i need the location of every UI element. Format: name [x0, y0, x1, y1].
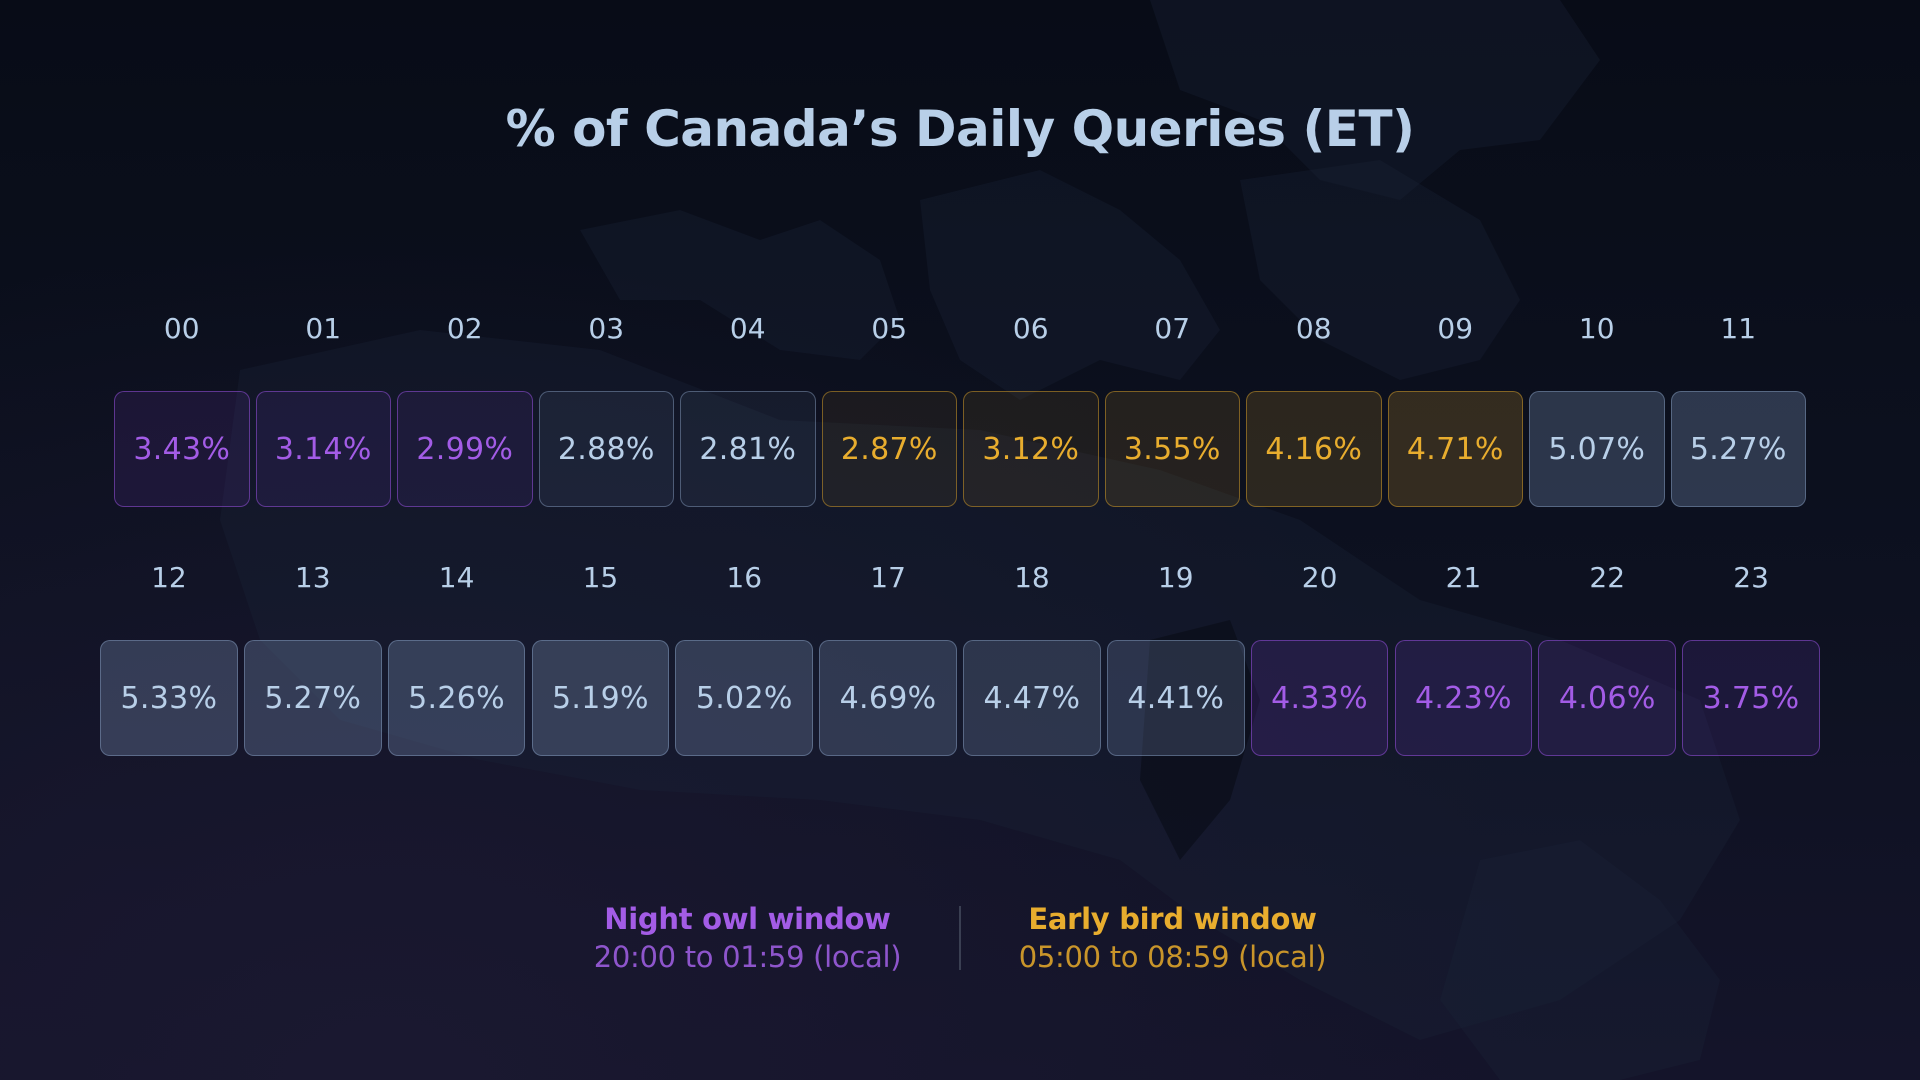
legend-night-owl-range: 20:00 to 01:59 (local)	[593, 940, 902, 974]
value-label-09: 4.71%	[1406, 431, 1504, 467]
value-cell-18: 4.47%	[963, 640, 1101, 756]
value-label-21: 4.23%	[1415, 680, 1512, 716]
hour-label-00: 00	[163, 312, 200, 345]
value-cell-19: 4.41%	[1106, 640, 1245, 756]
value-label-07: 3.55%	[1123, 431, 1221, 467]
legend-early-bird-title: Early bird window	[1028, 902, 1317, 936]
value-cell-14: 5.26%	[387, 640, 526, 756]
value-cell-12: 5.33%	[100, 640, 238, 756]
value-cell-10: 5.07%	[1529, 391, 1665, 507]
legend-early-bird: Early bird window 05:00 to 08:59 (local)	[961, 900, 1385, 976]
value-label-23: 3.75%	[1702, 680, 1800, 716]
legend-night-owl-title: Night owl window	[604, 902, 891, 936]
value-cell-00: 3.43%	[114, 391, 250, 507]
value-label-22: 4.06%	[1558, 680, 1656, 716]
value-label-19: 4.41%	[1127, 680, 1225, 716]
value-label-05: 2.87%	[840, 431, 938, 467]
chart-title: % of Canada’s Daily Queries (ET)	[505, 100, 1415, 158]
value-cell-21: 4.23%	[1394, 640, 1533, 756]
value-cell-row-2: 5.33% 5.27% 5.26% 5.19% 5.02% 4.69% 4.47% 4.41%…	[0, 640, 1920, 758]
value-label-06: 3.12%	[982, 431, 1080, 467]
hour-label-10: 10	[1578, 312, 1615, 345]
value-label-01: 3.14%	[274, 431, 372, 467]
legend-divider	[959, 906, 961, 970]
hour-label-04: 04	[729, 312, 766, 345]
value-label-14: 5.26%	[408, 680, 505, 716]
value-cell-09: 4.71%	[1387, 391, 1523, 507]
value-cell-06: 3.12%	[963, 391, 1099, 507]
value-label-13: 5.27%	[264, 680, 362, 716]
hour-label-20: 20	[1301, 561, 1338, 594]
hour-label-12: 12	[151, 561, 187, 594]
hour-label-08: 08	[1295, 312, 1332, 345]
value-cell-23: 3.75%	[1682, 640, 1820, 756]
value-label-03: 2.88%	[557, 431, 655, 467]
value-label-00: 3.43%	[133, 431, 231, 467]
value-label-15: 5.19%	[552, 680, 649, 716]
value-label-08: 4.16%	[1265, 431, 1363, 467]
legend-night-owl: Night owl window 20:00 to 01:59 (local)	[536, 900, 960, 976]
value-cell-11: 5.27%	[1670, 391, 1806, 507]
value-cell-17: 4.69%	[819, 640, 957, 756]
hour-label-11: 11	[1720, 312, 1757, 345]
value-cell-05: 2.87%	[821, 391, 957, 507]
legend-early-bird-range: 05:00 to 08:59 (local)	[1018, 940, 1327, 974]
value-label-17: 4.69%	[839, 680, 937, 716]
value-cell-15: 5.19%	[531, 640, 670, 756]
hour-label-22: 22	[1589, 561, 1626, 594]
value-cell-08: 4.16%	[1246, 391, 1382, 507]
value-cell-04: 2.81%	[680, 391, 816, 507]
value-cell-row-1: 3.43% 3.14% 2.99% 2.88% 2.81% 2.87% 3.12% 3.55%…	[0, 391, 1920, 509]
value-label-02: 2.99%	[416, 431, 514, 467]
value-label-20: 4.33%	[1271, 680, 1368, 716]
hour-label-row-2: 12 13 14 15 16 17 18 19 20 21 22 23	[0, 561, 1920, 601]
hour-label-05: 05	[871, 312, 908, 345]
hour-label-01: 01	[305, 312, 342, 345]
hour-label-14: 14	[438, 561, 475, 594]
hour-label-07: 07	[1154, 312, 1191, 345]
legend: Night owl window 20:00 to 01:59 (local) …	[0, 900, 1920, 976]
hour-label-02: 02	[446, 312, 483, 345]
value-cell-01: 3.14%	[255, 391, 391, 507]
hour-label-21: 21	[1445, 561, 1482, 594]
value-label-11: 5.27%	[1689, 431, 1787, 467]
value-label-12: 5.33%	[120, 680, 218, 716]
hour-label-17: 17	[870, 561, 906, 594]
value-cell-02: 2.99%	[397, 391, 533, 507]
hour-label-row-1: 00 01 02 03 04 05 06 07 08 09 10 11	[0, 312, 1920, 352]
value-cell-20: 4.33%	[1250, 640, 1389, 756]
value-label-18: 4.47%	[983, 680, 1081, 716]
value-cell-13: 5.27%	[243, 640, 382, 756]
hour-label-09: 09	[1437, 312, 1474, 345]
hour-label-23: 23	[1733, 561, 1769, 594]
value-label-10: 5.07%	[1548, 431, 1646, 467]
value-cell-03: 2.88%	[538, 391, 674, 507]
value-cell-16: 5.02%	[675, 640, 814, 756]
hour-label-15: 15	[582, 561, 619, 594]
hour-label-18: 18	[1014, 561, 1050, 594]
hour-label-03: 03	[588, 312, 625, 345]
value-cell-07: 3.55%	[1104, 391, 1240, 507]
hour-label-06: 06	[1012, 312, 1049, 345]
value-label-16: 5.02%	[695, 680, 793, 716]
value-label-04: 2.81%	[699, 431, 797, 467]
hour-label-19: 19	[1157, 561, 1194, 594]
hour-label-16: 16	[726, 561, 763, 594]
value-cell-22: 4.06%	[1538, 640, 1677, 756]
hour-label-13: 13	[294, 561, 331, 594]
